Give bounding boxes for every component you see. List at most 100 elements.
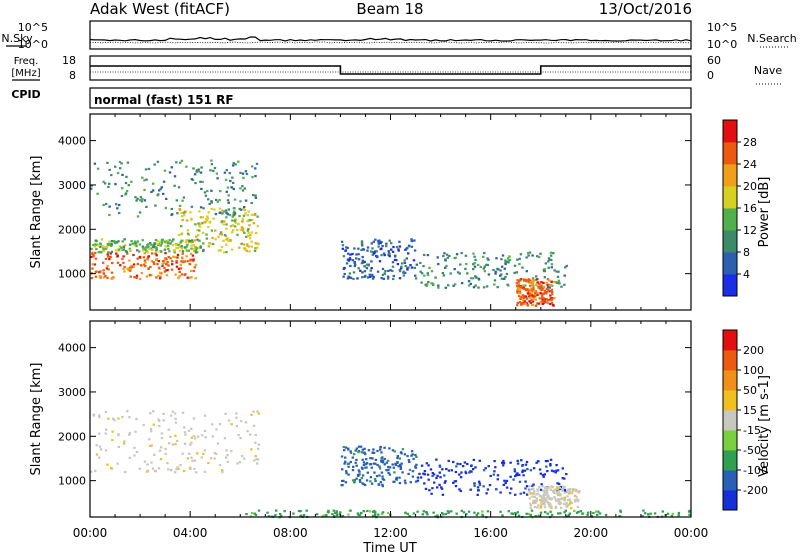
range-gate-cell <box>410 450 414 453</box>
range-gate-cell <box>340 455 344 458</box>
range-gate-cell <box>398 245 402 248</box>
range-gate-cell <box>184 273 187 276</box>
range-gate-cell <box>358 470 361 473</box>
range-gate-cell <box>421 513 424 516</box>
range-gate-cell <box>436 514 439 517</box>
range-gate-cell <box>102 246 105 249</box>
range-gate-cell <box>225 190 228 193</box>
range-gate-cell <box>430 270 434 273</box>
range-gate-cell <box>144 246 147 249</box>
range-gate-cell <box>538 297 541 300</box>
range-gate-cell <box>382 277 385 280</box>
range-gate-cell <box>166 244 170 247</box>
range-gate-cell <box>439 476 442 479</box>
range-gate-cell <box>436 256 439 259</box>
range-gate-cell <box>422 510 425 513</box>
range-gate-cell <box>531 281 534 284</box>
range-gate-cell <box>459 476 463 479</box>
range-gate-cell <box>331 513 334 516</box>
range-gate-cell <box>543 491 546 494</box>
range-gate-cell <box>167 256 170 259</box>
range-gate-cell <box>467 510 471 513</box>
range-gate-cell <box>539 301 542 304</box>
range-gate-cell <box>156 240 159 243</box>
range-gate-cell <box>592 511 595 515</box>
range-gate-cell <box>538 494 541 497</box>
range-gate-cell <box>153 242 157 245</box>
range-gate-cell <box>433 481 436 484</box>
range-gate-cell <box>393 258 397 261</box>
range-gate-cell <box>391 261 395 264</box>
range-gate-cell <box>527 290 530 293</box>
range-gate-cell <box>136 240 140 243</box>
range-gate-cell <box>504 259 507 262</box>
range-gate-cell <box>253 249 257 252</box>
range-gate-cell <box>145 178 148 181</box>
range-gate-cell <box>347 513 350 516</box>
range-gate-cell <box>161 260 165 263</box>
range-gate-cell <box>225 449 228 452</box>
range-gate-cell <box>95 453 99 456</box>
range-gate-cell <box>174 273 177 276</box>
range-gate-cell <box>175 261 178 264</box>
range-gate-cell <box>518 263 521 266</box>
range-gate-cell <box>533 499 536 502</box>
range-gate-cell <box>534 304 538 307</box>
range-gate-cell <box>427 280 430 284</box>
range-gate-cell <box>495 488 498 491</box>
range-gate-cell <box>215 452 218 455</box>
range-gate-cell <box>255 457 258 461</box>
range-gate-cell <box>149 444 152 448</box>
range-gate-cell <box>353 264 356 268</box>
range-gate-cell <box>193 266 196 269</box>
range-gate-cell <box>93 263 96 266</box>
range-gate-cell <box>494 272 497 275</box>
range-gate-cell <box>355 458 358 461</box>
range-gate-cell <box>230 423 233 426</box>
range-gate-cell <box>361 467 364 470</box>
range-gate-cell <box>530 298 533 301</box>
range-gate-cell <box>185 219 189 222</box>
range-gate-cell <box>482 267 485 270</box>
range-gate-cell <box>179 463 182 467</box>
range-gate-cell <box>403 261 407 265</box>
range-gate-cell <box>551 490 555 493</box>
range-gate-cell <box>573 509 576 512</box>
range-gate-cell <box>534 298 538 301</box>
range-gate-cell <box>168 250 171 253</box>
range-gate-cell <box>352 465 355 468</box>
range-gate-cell <box>156 160 160 163</box>
range-gate-cell <box>372 275 375 279</box>
range-gate-cell <box>357 258 361 261</box>
range-gate-cell <box>424 487 428 490</box>
range-gate-cell <box>642 509 645 512</box>
range-gate-cell <box>372 251 375 254</box>
range-gate-cell <box>406 454 409 458</box>
range-gate-cell <box>129 249 132 252</box>
range-gate-cell <box>503 277 506 280</box>
range-gate-cell <box>94 251 97 255</box>
range-gate-cell <box>167 247 170 250</box>
range-gate-cell <box>371 510 375 513</box>
range-gate-cell <box>688 509 691 512</box>
range-gate-cell <box>575 498 579 501</box>
range-gate-cell <box>502 462 506 465</box>
range-gate-cell <box>385 469 388 472</box>
range-gate-cell <box>388 255 391 258</box>
range-gate-cell <box>501 254 505 257</box>
range-gate-cell <box>438 483 441 486</box>
range-gate-cell <box>226 213 230 216</box>
range-gate-cell <box>194 263 198 266</box>
range-gate-cell <box>454 480 458 483</box>
range-gate-cell <box>151 248 154 251</box>
range-gate-cell <box>447 459 450 462</box>
range-gate-cell <box>493 279 497 282</box>
range-gate-cell <box>577 498 580 502</box>
range-gate-cell <box>193 459 197 462</box>
range-gate-cell <box>548 302 552 305</box>
range-gate-cell <box>188 262 192 266</box>
range-gate-cell <box>183 426 186 429</box>
range-gate-cell <box>443 481 446 484</box>
